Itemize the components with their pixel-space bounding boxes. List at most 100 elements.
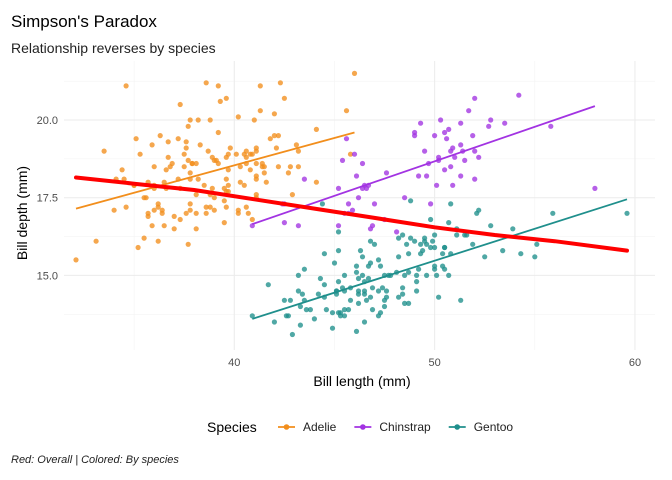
gentoo-point xyxy=(488,223,494,229)
adelie-point xyxy=(93,238,99,244)
gentoo-point xyxy=(434,272,440,278)
chinstrap-point xyxy=(351,151,358,157)
gentoo-point xyxy=(464,232,470,238)
gentoo-point xyxy=(404,241,410,247)
plot-panel xyxy=(64,61,655,350)
gentoo-point xyxy=(335,248,342,254)
adelie-point xyxy=(249,216,255,223)
chart-title: Simpson's Paradox xyxy=(11,12,157,31)
adelie-point xyxy=(223,176,229,182)
adelie-point xyxy=(271,111,277,117)
gentoo-point xyxy=(303,307,309,313)
chinstrap-point xyxy=(301,176,307,182)
gentoo-point xyxy=(357,248,364,254)
gentoo-point xyxy=(432,232,438,238)
chinstrap-point xyxy=(343,136,350,142)
gentoo-point xyxy=(369,307,376,313)
chinstrap-point xyxy=(472,95,478,101)
gentoo-point xyxy=(353,328,360,334)
adelie-point xyxy=(351,70,358,76)
adelie-point xyxy=(193,226,199,232)
adelie-point xyxy=(225,151,231,157)
adelie-point xyxy=(207,117,213,123)
adelie-point xyxy=(281,95,287,101)
chinstrap-point xyxy=(486,123,492,129)
adelie-point xyxy=(267,136,273,142)
adelie-point xyxy=(215,129,221,136)
adelie-point xyxy=(133,136,139,142)
adelie-point xyxy=(263,179,269,185)
adelie-point xyxy=(163,167,169,173)
adelie-point xyxy=(119,167,125,173)
gentoo-point xyxy=(458,297,464,303)
adelie-point xyxy=(175,136,181,142)
chinstrap-point xyxy=(462,157,468,163)
adelie-point xyxy=(161,223,167,229)
y-axis-title: Bill depth (mm) xyxy=(14,166,30,260)
adelie-legend-label: Adelie xyxy=(303,420,337,434)
adelie-point xyxy=(241,182,247,188)
gentoo-point xyxy=(369,285,376,291)
adelie-point xyxy=(159,207,165,213)
gentoo-point xyxy=(375,257,382,263)
gentoo-point xyxy=(287,297,293,303)
adelie-point xyxy=(187,207,193,213)
gentoo-point xyxy=(442,266,448,272)
adelie-point xyxy=(151,207,157,213)
chinstrap-point xyxy=(466,108,472,114)
gentoo-point xyxy=(317,275,323,282)
gentoo-point xyxy=(470,241,476,247)
chinstrap-point xyxy=(345,201,352,207)
chinstrap-point xyxy=(448,148,454,154)
adelie-legend-marker xyxy=(283,424,290,430)
chinstrap-point xyxy=(394,229,400,235)
gentoo-point xyxy=(432,244,438,251)
adelie-point xyxy=(223,204,229,210)
adelie-point xyxy=(225,188,231,195)
gentoo-point xyxy=(534,241,540,247)
x-axis-title: Bill length (mm) xyxy=(313,373,410,389)
adelie-point xyxy=(287,164,293,170)
adelie-point xyxy=(181,164,187,170)
overall-trend-line xyxy=(74,175,629,253)
adelie-point xyxy=(189,160,195,167)
y-tick-label: 17.5 xyxy=(37,193,58,205)
chinstrap-point xyxy=(402,195,408,201)
adelie-point xyxy=(183,210,189,216)
gentoo-point xyxy=(424,272,430,278)
adelie-point xyxy=(243,148,249,154)
adelie-point xyxy=(211,157,217,163)
gentoo-point xyxy=(321,282,327,288)
gentoo-point xyxy=(329,310,336,316)
adelie-point xyxy=(135,244,141,251)
adelie-point xyxy=(247,167,253,173)
adelie-point xyxy=(123,204,129,210)
chinstrap-point xyxy=(450,182,456,188)
gentoo-point xyxy=(321,251,327,257)
gentoo-point xyxy=(329,325,336,331)
gentoo-point xyxy=(319,201,325,207)
adelie-point xyxy=(243,154,249,160)
gentoo-point xyxy=(295,288,301,294)
gentoo-point xyxy=(375,288,382,294)
adelie-point xyxy=(187,117,193,123)
adelie-point xyxy=(347,151,354,157)
gentoo-point xyxy=(430,238,436,244)
chinstrap-point xyxy=(335,185,342,191)
adelie-point xyxy=(73,257,79,263)
adelie-point xyxy=(273,145,279,151)
adelie-point xyxy=(253,176,259,182)
gentoo-point xyxy=(281,297,287,303)
adelie-point xyxy=(177,216,183,223)
chinstrap-point xyxy=(516,92,522,98)
gentoo-point xyxy=(402,300,408,306)
gentoo-point xyxy=(367,260,374,266)
gentoo-point xyxy=(400,232,406,238)
gentoo-point xyxy=(381,303,388,310)
chinstrap-point xyxy=(335,223,342,229)
adelie-point xyxy=(205,148,211,154)
chinstrap-point xyxy=(472,176,478,182)
gentoo-point xyxy=(361,319,368,325)
adelie-point xyxy=(177,101,183,108)
adelie-point xyxy=(243,204,249,210)
